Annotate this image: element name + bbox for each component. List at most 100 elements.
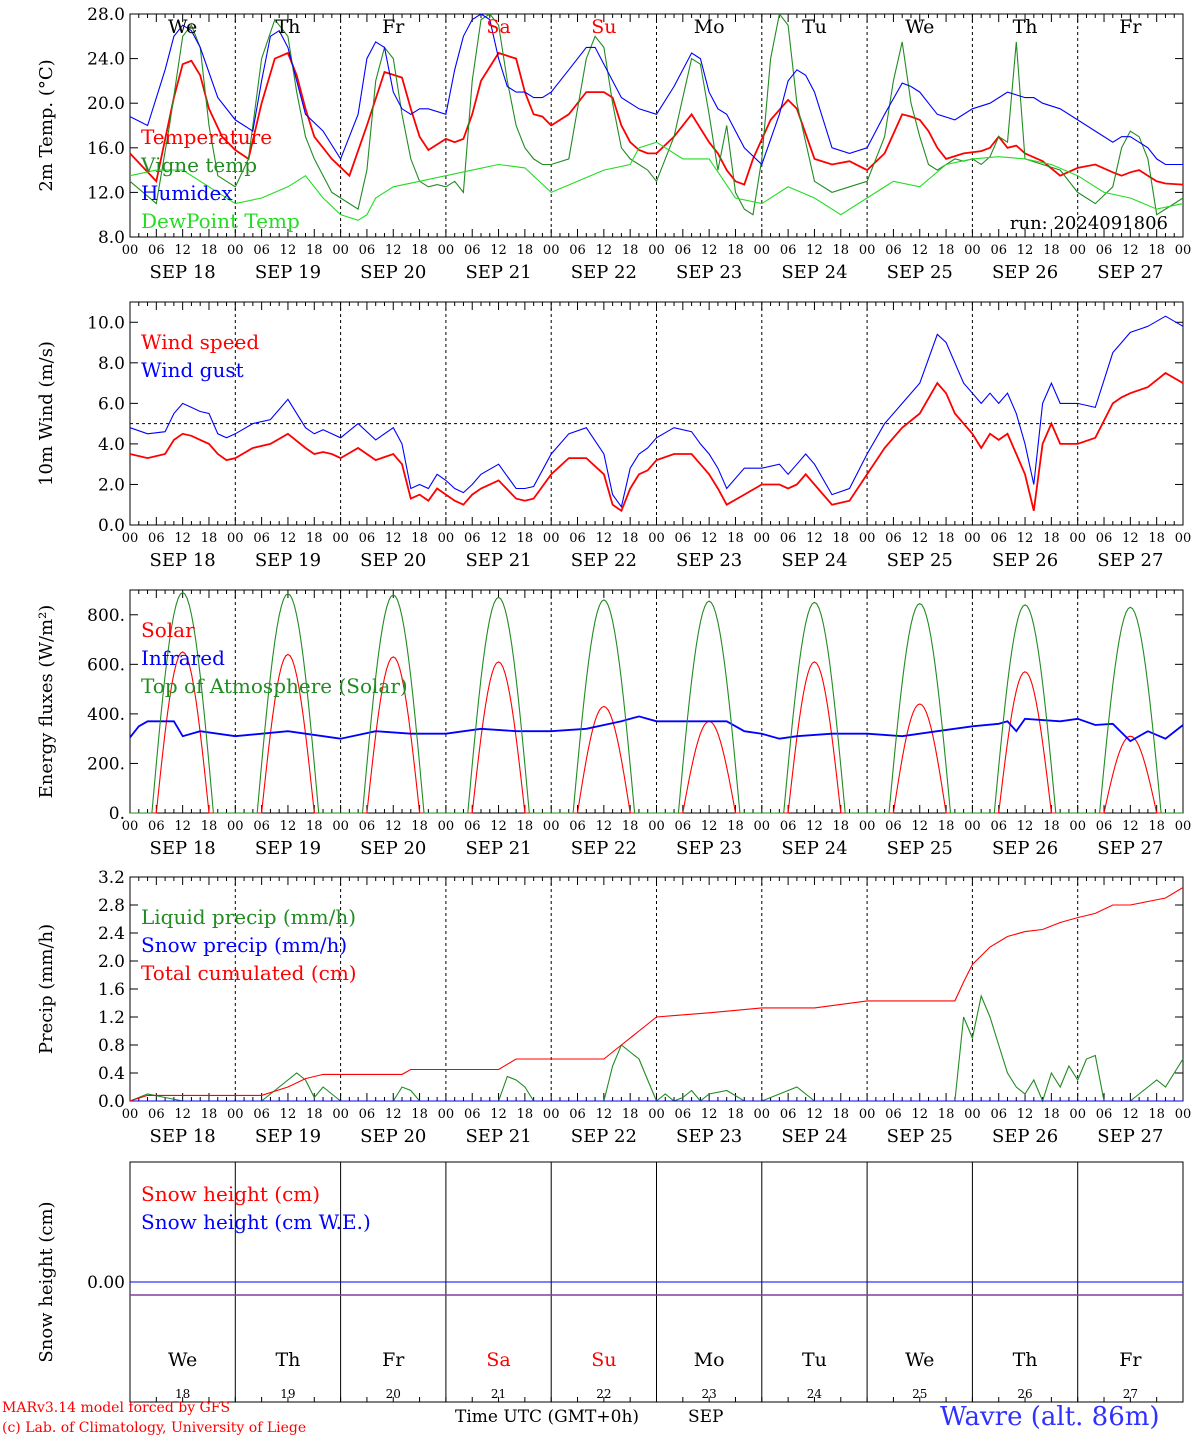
hour-tick-label: 06 [569, 1107, 586, 1122]
hour-tick-label: 12 [1122, 243, 1139, 258]
y-tick-label: 20.0 [87, 94, 125, 114]
y-axis-label: 10m Wind (m/s) [36, 341, 57, 486]
hour-tick-label: 12 [1122, 1107, 1139, 1122]
hour-tick-label: 06 [780, 243, 797, 258]
hour-tick-label: 00 [543, 1107, 560, 1122]
hour-tick-label: 00 [1175, 531, 1192, 546]
hour-tick-label: 06 [253, 531, 270, 546]
y-tick-label: 2.8 [98, 896, 125, 916]
y-tick-label: 0.0 [98, 516, 125, 536]
hour-tick-label: 18 [411, 819, 428, 834]
hour-tick-label: 12 [1017, 819, 1034, 834]
y-tick-label: 8.0 [98, 228, 125, 248]
weekday-label: Tu [802, 1349, 827, 1371]
hour-tick-label: 00 [964, 819, 981, 834]
y-axis-label: Energy fluxes (W/m²) [36, 605, 57, 799]
y-axis-label: Precip (mm/h) [36, 924, 57, 1054]
date-label: SEP 20 [360, 838, 426, 859]
hour-tick-label: 12 [1017, 243, 1034, 258]
hour-tick-label: 06 [885, 531, 902, 546]
hour-tick-label: 00 [754, 1107, 771, 1122]
date-label: SEP 25 [887, 1126, 953, 1147]
hour-tick-label: 18 [201, 243, 218, 258]
date-label: SEP 21 [465, 550, 531, 571]
date-label: SEP 23 [676, 838, 742, 859]
hour-tick-label: 00 [543, 819, 560, 834]
hour-tick-label: 00 [754, 531, 771, 546]
hour-tick-label: 12 [701, 819, 718, 834]
hour-tick-label: 12 [280, 819, 297, 834]
hour-tick-label: 06 [569, 531, 586, 546]
hour-tick-label: 12 [596, 1107, 613, 1122]
hour-tick-label: 00 [754, 243, 771, 258]
hour-tick-label: 06 [359, 243, 376, 258]
hour-tick-label: 18 [306, 531, 323, 546]
hour-tick-label: 00 [227, 531, 244, 546]
hour-tick-label: 00 [438, 531, 455, 546]
day-number-label: 23 [702, 1387, 717, 1401]
hour-tick-label: 18 [411, 243, 428, 258]
hour-tick-label: 18 [306, 243, 323, 258]
legend-entry: Humidex [141, 181, 233, 205]
hour-tick-label: 06 [569, 243, 586, 258]
y-tick-label: 200. [87, 754, 125, 774]
model-credit: MARv3.14 model forced by GFS [2, 1400, 231, 1416]
y-tick-label: 0. [109, 804, 125, 824]
hour-tick-label: 00 [648, 243, 665, 258]
hour-tick-label: 12 [280, 1107, 297, 1122]
series-line-dewpoint-temp [129, 141, 1184, 221]
hour-tick-label: 00 [332, 243, 349, 258]
date-label: SEP 21 [465, 838, 531, 859]
series-line-wind-gust [129, 315, 1184, 509]
y-tick-label: 2.0 [98, 475, 125, 495]
hour-tick-label: 18 [833, 531, 850, 546]
panel-precip: 00 06 12 18 00 06 12 18 00 06 12 18 00 06 12 18 00 06 12 18… [36, 868, 1191, 1147]
hour-tick-label: 06 [464, 243, 481, 258]
hour-tick-label: 12 [806, 1107, 823, 1122]
hour-tick-label: 06 [253, 243, 270, 258]
hour-tick-label: 12 [911, 243, 928, 258]
hour-tick-label: 00 [964, 243, 981, 258]
hour-tick-label: 00 [438, 819, 455, 834]
y-tick-label: 28.0 [87, 5, 125, 25]
hour-tick-label: 18 [517, 1107, 534, 1122]
hour-tick-label: 00 [438, 1107, 455, 1122]
y-tick-label: 1.2 [98, 1008, 125, 1028]
hour-tick-label: 18 [1043, 531, 1060, 546]
lab-credit: (c) Lab. of Climatology, University of L… [2, 1420, 307, 1436]
day-number-label: 26 [1017, 1387, 1032, 1401]
hour-tick-label: 12 [490, 243, 507, 258]
hour-tick-label: 18 [622, 243, 639, 258]
hour-tick-label: 00 [1069, 531, 1086, 546]
hour-tick-label: 00 [1069, 819, 1086, 834]
date-label: SEP 25 [887, 262, 953, 283]
hour-tick-label: 00 [122, 819, 139, 834]
hour-tick-label: 18 [201, 1107, 218, 1122]
legend-entry: Snow height (cm) [141, 1182, 320, 1206]
hour-tick-label: 12 [806, 819, 823, 834]
series-line-top-of-atmosphere-solar- [130, 591, 1183, 814]
hour-tick-label: 18 [938, 531, 955, 546]
hour-tick-label: 12 [385, 819, 402, 834]
panel-frame [129, 589, 1184, 814]
date-label: SEP 18 [150, 838, 216, 859]
hour-tick-label: 18 [517, 531, 534, 546]
hour-tick-label: 18 [201, 531, 218, 546]
date-label: SEP 23 [676, 550, 742, 571]
hour-tick-label: 18 [411, 1107, 428, 1122]
date-label: SEP 22 [571, 838, 637, 859]
hour-tick-label: 06 [359, 1107, 376, 1122]
date-label: SEP 27 [1097, 550, 1163, 571]
date-label: SEP 22 [571, 550, 637, 571]
hour-tick-label: 00 [859, 531, 876, 546]
hour-tick-label: 00 [1175, 243, 1192, 258]
day-number-label: 20 [386, 1387, 401, 1401]
day-number-label: 27 [1123, 1387, 1138, 1401]
hour-tick-label: 00 [1069, 1107, 1086, 1122]
date-label: SEP 27 [1097, 1126, 1163, 1147]
y-tick-label: 0.4 [98, 1064, 125, 1084]
y-axis-label: Snow height (cm) [36, 1201, 57, 1362]
weekday-label: Mo [694, 1349, 725, 1371]
series-line-total-cumulated-cm- [129, 887, 1184, 1102]
date-label: SEP 21 [465, 1126, 531, 1147]
